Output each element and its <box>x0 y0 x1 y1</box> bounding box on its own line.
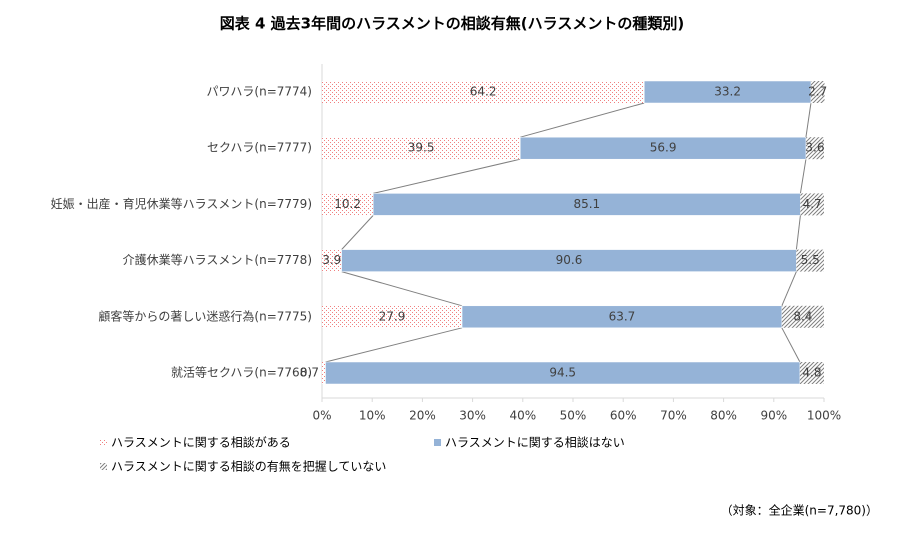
category-label: 顧客等からの著しい迷惑行為(n=7775) <box>98 308 312 323</box>
bar-segment <box>805 137 824 160</box>
x-tick-label: 40% <box>509 409 536 423</box>
data-label: 63.7 <box>609 309 636 323</box>
x-tick-label: 10% <box>359 409 386 423</box>
bar-segment <box>781 305 824 328</box>
bar-segment <box>810 81 825 103</box>
category-label: 妊娠・出産・育児休業等ハラスメント(n=7779) <box>51 196 312 211</box>
data-label: 27.9 <box>379 309 406 323</box>
x-tick-label: 90% <box>760 409 787 423</box>
data-label: 33.2 <box>714 85 741 99</box>
data-label: 8.4 <box>793 309 812 323</box>
data-label: 5.5 <box>801 253 820 267</box>
data-label: 3.6 <box>805 141 824 155</box>
legend-label: ハラスメントに関する相談の有無を把握していない <box>111 459 386 474</box>
category-label: パワハラ(n=7774) <box>207 85 312 99</box>
data-label: 10.2 <box>334 197 361 211</box>
bar-segment <box>322 81 645 103</box>
legend-label: ハラスメントに関する相談がある <box>111 435 291 450</box>
data-label: 56.9 <box>650 141 677 155</box>
x-tick-label: 20% <box>409 409 436 423</box>
data-label: 2.7 <box>808 85 827 99</box>
x-tick-label: 0% <box>312 409 331 423</box>
bar-segment <box>322 137 521 160</box>
x-tick-label: 100% <box>807 409 841 423</box>
legend-marker <box>434 439 441 446</box>
bar-segment <box>799 362 824 384</box>
bar-segment <box>322 193 374 216</box>
series-line <box>341 215 374 250</box>
chart-title: 図表 4 過去3年間のハラスメントの相談有無(ハラスメントの種類別) <box>220 15 684 33</box>
data-label: 90.6 <box>556 253 583 267</box>
bar-segment <box>322 362 326 384</box>
series-line <box>520 102 645 138</box>
data-label: 64.2 <box>470 85 497 99</box>
series-line <box>805 102 812 138</box>
x-tick-label: 70% <box>660 409 687 423</box>
x-tick-label: 80% <box>710 409 737 423</box>
data-label: 0.7 <box>300 366 319 380</box>
data-label: 85.1 <box>573 197 600 211</box>
chart-note: （対象：全企業(n=7,780)） <box>721 503 878 518</box>
data-label: 39.5 <box>408 141 435 155</box>
x-tick-label: 50% <box>560 409 587 423</box>
legend-marker <box>100 463 107 470</box>
series-line <box>341 271 463 307</box>
category-label: セクハラ(n=7777) <box>207 141 312 155</box>
x-tick-label: 30% <box>459 409 486 423</box>
series-line <box>795 215 801 250</box>
series-line <box>799 159 807 194</box>
series-line <box>781 271 797 306</box>
x-tick-label: 60% <box>610 409 637 423</box>
bar-segment <box>322 249 342 272</box>
bar-segment <box>322 305 463 328</box>
category-label: 就活等セクハラ(n=7768) <box>171 366 312 380</box>
bar-segment <box>796 249 824 272</box>
data-label: 3.9 <box>322 253 341 267</box>
bar-segment <box>800 193 824 216</box>
legend-label: ハラスメントに関する相談はない <box>445 435 625 450</box>
data-label: 94.5 <box>549 366 576 380</box>
series-line <box>781 327 801 363</box>
category-label: 介護休業等ハラスメント(n=7778) <box>123 252 312 267</box>
legend-marker <box>100 439 107 446</box>
series-line <box>325 327 463 363</box>
data-label: 4.8 <box>802 366 821 380</box>
series-line <box>373 158 521 194</box>
data-label: 4.7 <box>803 197 822 211</box>
